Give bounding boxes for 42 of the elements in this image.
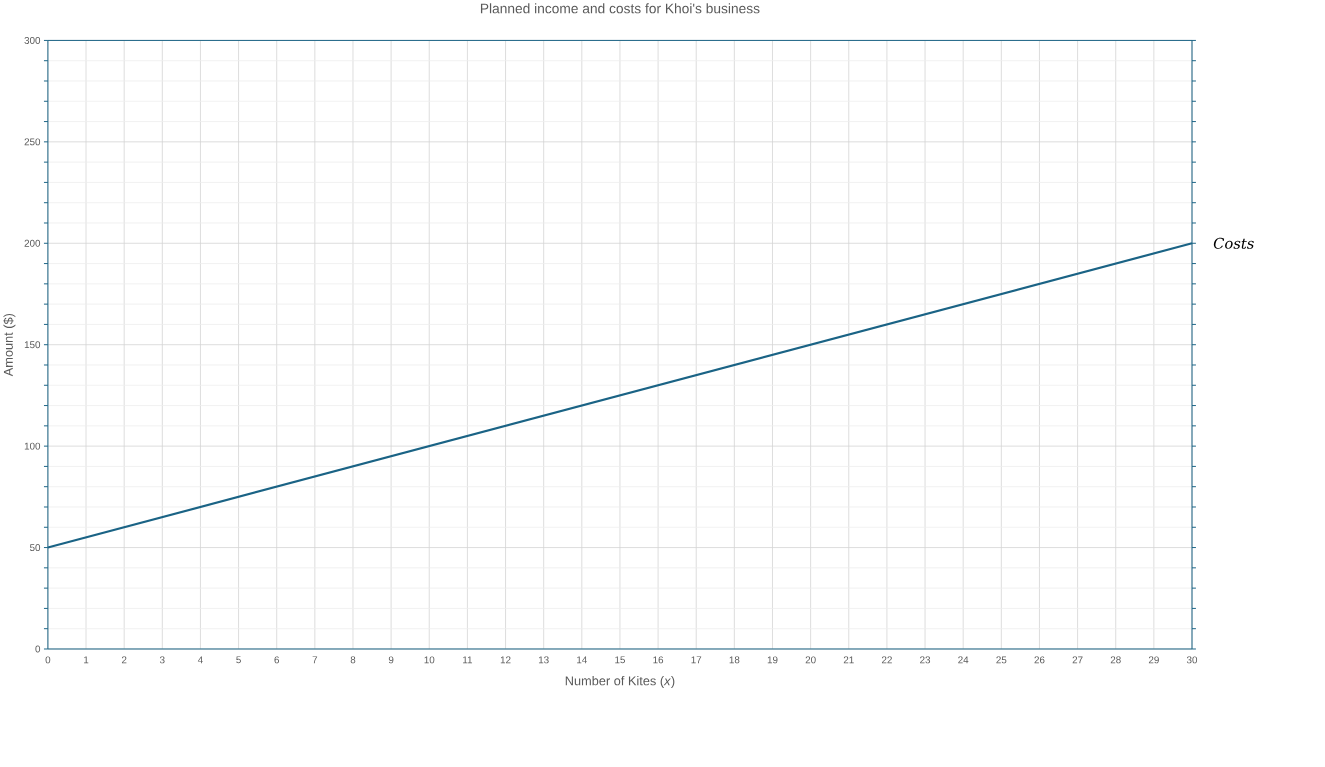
x-tick-label: 15 (615, 656, 625, 664)
x-tick-label: 27 (1072, 656, 1083, 664)
x-tick-label: 29 (1148, 656, 1159, 664)
x-tick-label: 11 (463, 656, 473, 664)
x-tick-label: 8 (350, 656, 356, 664)
x-tick-label: 30 (1186, 656, 1198, 664)
y-tick-label: 250 (24, 138, 41, 146)
x-tick-label: 24 (958, 656, 969, 664)
y-tick-label: 200 (24, 239, 41, 247)
x-tick-label: 21 (843, 656, 854, 664)
chart-title: Planned income and costs for Khoi's business (480, 3, 760, 14)
x-tick-label: 22 (881, 656, 892, 664)
x-axis-title: Number of Kites (x) (565, 676, 675, 689)
x-tick-label: 13 (538, 656, 549, 664)
x-tick-label: 0 (45, 656, 51, 664)
x-tick-label: 25 (996, 656, 1007, 664)
x-tick-label: 5 (236, 656, 241, 664)
y-tick-label: 0 (35, 645, 41, 653)
x-tick-label: 9 (388, 656, 394, 664)
x-tick-label: 6 (274, 656, 280, 664)
annotation: Costs (1213, 237, 1254, 250)
x-tick-label: 12 (500, 656, 511, 664)
x-tick-label: 18 (729, 656, 740, 664)
y-tick-label: 150 (24, 341, 41, 349)
x-tick-label: 7 (312, 656, 318, 664)
x-tick-label: 26 (1034, 656, 1045, 664)
x-tick-label: 17 (691, 656, 702, 664)
x-tick-label: 4 (197, 656, 203, 664)
y-tick-label: 50 (29, 544, 41, 552)
x-tick-label: 3 (159, 656, 165, 664)
y-tick-label: 300 (24, 37, 41, 45)
x-tick-label: 28 (1110, 656, 1121, 664)
x-tick-label: 23 (920, 656, 931, 664)
x-tick-label: 10 (424, 656, 435, 664)
x-tick-label: 16 (653, 656, 664, 664)
x-tick-label: 1 (84, 656, 89, 664)
y-tick-label: 100 (24, 442, 41, 450)
x-tick-label: 19 (767, 656, 778, 664)
y-axis-title: Amount ($) (3, 314, 16, 377)
x-tick-label: 20 (805, 656, 816, 664)
x-tick-label: 2 (121, 656, 127, 664)
x-tick-label: 14 (577, 656, 587, 664)
